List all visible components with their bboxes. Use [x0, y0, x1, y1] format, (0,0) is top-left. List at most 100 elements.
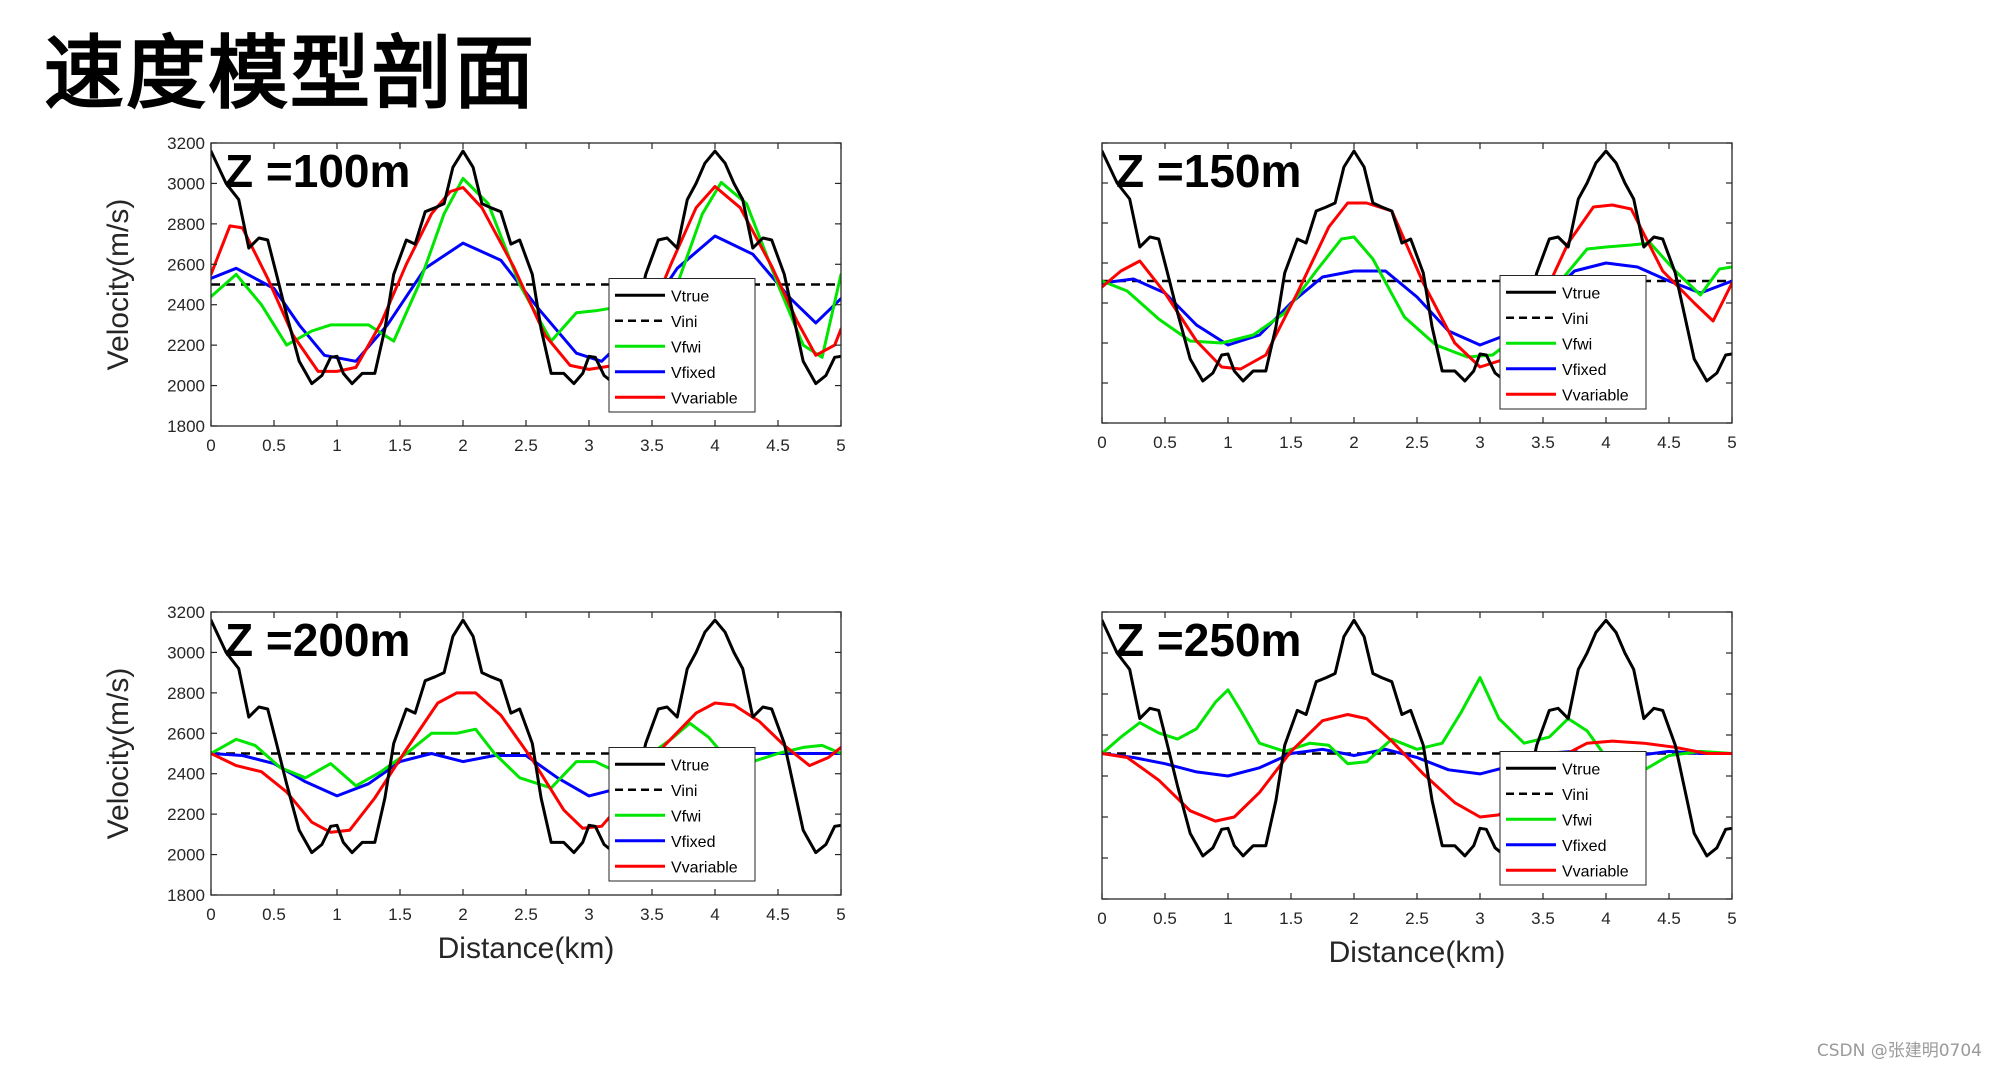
chart-panel-z250: 0 0.5 1 1.5 2 2.5 3 3.5 4 4.5 5 Distance(km) Z =250m… [1097, 611, 1737, 969]
panel-0-y-tick-label: 2800 [167, 215, 205, 234]
chart-panel-z200: 0 0.5 1 1.5 2 2.5 3 3.5 4 4.5 5 1800 2000 2200 2400 260… [102, 603, 846, 965]
panel-2-legend-label-vvariable: Vvariable [671, 859, 738, 876]
panel-1-legend-label-vfixed: Vfixed [1562, 362, 1606, 379]
panel-1-x-tick-label: 3.5 [1531, 433, 1555, 452]
panel-0-y-tick-label: 2600 [167, 255, 205, 274]
panel-1-x-tick-label: 0.5 [1153, 433, 1177, 452]
panel-1-legend-label-vini: Vini [1562, 311, 1588, 328]
panel-2-depth-annotation: Z =200m [225, 614, 410, 666]
panel-0-x-tick-label: 2 [458, 436, 467, 455]
panel-2-y-tick-label: 2000 [167, 846, 205, 865]
panel-2-y-tick-label: 2400 [167, 765, 205, 784]
panel-1-legend-label-vtrue: Vtrue [1562, 285, 1600, 302]
panel-2-x-tick-label: 3 [584, 905, 593, 924]
chart-panel-z150: 0 0.5 1 1.5 2 2.5 3 3.5 4 4.5 5 Z =150m Vtrue Vini Vfw… [1097, 142, 1737, 452]
panel-3-series-vfwi [1102, 676, 1732, 776]
panel-3-legend-label-vfwi: Vfwi [1562, 812, 1592, 829]
panel-0-legend-label-vvariable: Vvariable [671, 390, 738, 407]
panel-0-legend-label-vfixed: Vfixed [671, 365, 715, 382]
panel-0-x-tick-label: 0.5 [262, 436, 286, 455]
panel-3-depth-annotation: Z =250m [1116, 614, 1301, 666]
panel-3-x-axis-label: Distance(km) [1329, 936, 1506, 969]
panel-1-x-tick-label: 4.5 [1657, 433, 1681, 452]
panel-0-x-tick-label: 1 [332, 436, 341, 455]
panel-1-legend-label-vfwi: Vfwi [1562, 336, 1592, 353]
panel-2-y-tick-label: 3000 [167, 643, 205, 662]
panel-2-y-tick-label: 1800 [167, 886, 205, 905]
panel-2-y-tick-label: 2600 [167, 724, 205, 743]
panel-1-series-vfixed [1102, 261, 1732, 347]
panel-2-y-tick-label: 3200 [167, 603, 205, 622]
panel-0-legend-label-vtrue: Vtrue [671, 288, 709, 305]
panel-1-x-tick-label: 1.5 [1279, 433, 1303, 452]
panel-0-y-tick-label: 2200 [167, 336, 205, 355]
panel-1-x-tick-label: 2.5 [1405, 433, 1429, 452]
panel-2-x-tick-label: 4.5 [766, 905, 790, 924]
panel-0-x-tick-label: 4.5 [766, 436, 790, 455]
panel-3-legend-label-vfixed: Vfixed [1562, 838, 1606, 855]
panel-1-depth-annotation: Z =150m [1116, 145, 1301, 197]
panel-3-x-tick-label: 1.5 [1279, 909, 1303, 928]
panel-1-legend-label-vvariable: Vvariable [1562, 387, 1629, 404]
panel-2-x-tick-label: 1.5 [388, 905, 412, 924]
panel-2-x-tick-label: 0.5 [262, 905, 286, 924]
panel-1-x-tick-label: 5 [1727, 433, 1736, 452]
panel-0-legend: Vtrue Vini Vfwi Vfixed Vvariable [608, 278, 756, 413]
panel-1-legend: Vtrue Vini Vfwi Vfixed Vvariable [1499, 275, 1647, 410]
panel-3-x-tick-label: 1 [1223, 909, 1232, 928]
panel-3-x-tick-label: 4.5 [1657, 909, 1681, 928]
panel-0-series-group [211, 149, 841, 386]
chart-panel-z100: 0 0.5 1 1.5 2 2.5 3 3.5 4 4.5 5 1800 2000 2200 2400 260… [102, 134, 846, 455]
panel-1-series-vvariable [1102, 201, 1732, 371]
panel-3-series-vtrue [1102, 618, 1732, 858]
panel-0-y-axis-label: Velocity(m/s) [102, 199, 135, 371]
watermark: CSDN @张建明0704 [1816, 1041, 1982, 1061]
panel-2-series-vvariable [211, 691, 841, 834]
panel-2-legend-label-vfwi: Vfwi [671, 808, 701, 825]
panel-2-x-tick-label: 1 [332, 905, 341, 924]
panel-3-legend-label-vvariable: Vvariable [1562, 863, 1629, 880]
panel-0-legend-label-vini: Vini [671, 314, 697, 331]
panel-0-y-tick-label: 1800 [167, 417, 205, 436]
panel-3-x-tick-label: 3 [1475, 909, 1484, 928]
panel-2-legend-label-vini: Vini [671, 783, 697, 800]
panel-1-x-tick-label: 3 [1475, 433, 1484, 452]
panel-2-x-tick-label: 5 [836, 905, 845, 924]
panel-0-series-vtrue [211, 149, 841, 386]
panel-0-x-tick-label: 3 [584, 436, 593, 455]
page-title: 速度模型剖面 [44, 27, 536, 120]
panel-1-x-tick-label: 1 [1223, 433, 1232, 452]
panel-2-legend: Vtrue Vini Vfwi Vfixed Vvariable [608, 747, 756, 882]
panel-3-legend-label-vtrue: Vtrue [1562, 761, 1600, 778]
panel-0-series-vvariable [211, 185, 841, 373]
panel-2-x-tick-label: 0 [206, 905, 215, 924]
panel-3-x-tick-label: 0 [1097, 909, 1106, 928]
panel-0-series-vfwi [211, 176, 841, 359]
panel-3-x-tick-label: 2.5 [1405, 909, 1429, 928]
panel-2-legend-label-vfixed: Vfixed [671, 834, 715, 851]
panel-2-x-axis-label: Distance(km) [438, 932, 615, 965]
panel-3-x-tick-label: 3.5 [1531, 909, 1555, 928]
panel-3-x-tick-label: 2 [1349, 909, 1358, 928]
panel-0-x-tick-label: 3.5 [640, 436, 664, 455]
panel-3-x-tick-label: 4 [1601, 909, 1610, 928]
panel-0-y-tick-label: 3200 [167, 134, 205, 153]
panel-1-x-tick-label: 0 [1097, 433, 1106, 452]
panel-0-legend-label-vfwi: Vfwi [671, 339, 701, 356]
panel-0-depth-annotation: Z =100m [225, 145, 410, 197]
panel-0-y-tick-label: 3000 [167, 174, 205, 193]
panel-0-x-tick-label: 0 [206, 436, 215, 455]
panel-3-series-vvariable [1102, 713, 1732, 823]
panel-2-legend-label-vtrue: Vtrue [671, 757, 709, 774]
panel-2-y-tick-label: 2200 [167, 805, 205, 824]
panel-2-y-axis-label: Velocity(m/s) [102, 668, 135, 840]
panel-2-series-vtrue [211, 618, 841, 855]
panel-0-y-tick-label: 2400 [167, 296, 205, 315]
panel-2-x-tick-label: 3.5 [640, 905, 664, 924]
panel-1-series-vtrue [1102, 149, 1732, 383]
panel-2-x-tick-label: 2 [458, 905, 467, 924]
panel-3-legend: Vtrue Vini Vfwi Vfixed Vvariable [1499, 751, 1647, 886]
panel-1-x-tick-label: 2 [1349, 433, 1358, 452]
panel-2-x-tick-label: 2.5 [514, 905, 538, 924]
panel-0-x-tick-label: 5 [836, 436, 845, 455]
